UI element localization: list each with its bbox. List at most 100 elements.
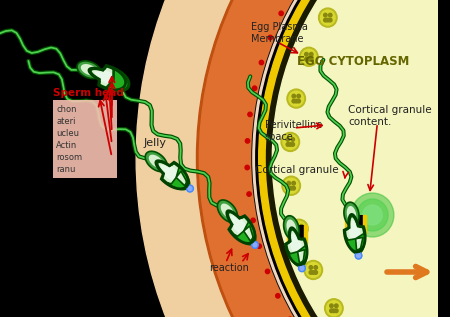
Circle shape <box>136 0 450 317</box>
Circle shape <box>187 185 194 192</box>
Polygon shape <box>77 61 101 79</box>
Circle shape <box>253 0 450 317</box>
Circle shape <box>292 181 295 185</box>
Circle shape <box>286 143 290 146</box>
Polygon shape <box>287 230 306 263</box>
Circle shape <box>304 261 323 280</box>
Circle shape <box>300 230 303 233</box>
Circle shape <box>279 11 283 16</box>
Text: Cortical granule
content.: Cortical granule content. <box>348 105 432 126</box>
Circle shape <box>282 176 301 195</box>
Polygon shape <box>356 233 364 253</box>
Circle shape <box>297 99 301 103</box>
Polygon shape <box>346 237 357 254</box>
Polygon shape <box>167 178 187 190</box>
Circle shape <box>253 243 257 247</box>
Polygon shape <box>346 206 356 223</box>
Circle shape <box>259 0 450 317</box>
Circle shape <box>314 271 317 274</box>
Circle shape <box>297 230 301 233</box>
Circle shape <box>334 309 338 313</box>
Circle shape <box>292 94 296 98</box>
Polygon shape <box>217 200 238 222</box>
Circle shape <box>324 299 343 317</box>
Circle shape <box>281 133 300 152</box>
Circle shape <box>259 60 264 65</box>
Circle shape <box>295 224 298 228</box>
FancyBboxPatch shape <box>54 100 117 178</box>
Circle shape <box>291 143 294 146</box>
Circle shape <box>363 205 382 225</box>
Circle shape <box>276 294 280 298</box>
Polygon shape <box>287 219 297 236</box>
Polygon shape <box>284 216 299 240</box>
Circle shape <box>283 134 297 149</box>
Bar <box>287 225 290 243</box>
Circle shape <box>266 0 450 317</box>
Circle shape <box>256 0 450 317</box>
Polygon shape <box>290 233 302 256</box>
Circle shape <box>302 49 316 64</box>
Polygon shape <box>344 202 359 227</box>
Circle shape <box>300 266 304 270</box>
Circle shape <box>311 271 315 274</box>
Circle shape <box>292 99 296 103</box>
Circle shape <box>272 0 450 317</box>
Circle shape <box>297 94 301 98</box>
Circle shape <box>199 0 450 317</box>
Circle shape <box>334 304 338 307</box>
Circle shape <box>332 309 336 313</box>
Polygon shape <box>231 216 248 235</box>
Circle shape <box>292 186 295 190</box>
Text: Perivitelline
space: Perivitelline space <box>265 120 322 142</box>
Circle shape <box>294 99 298 103</box>
Circle shape <box>324 13 327 17</box>
Circle shape <box>122 0 450 317</box>
Text: EGG CYTOPLASM: EGG CYTOPLASM <box>297 55 409 68</box>
Circle shape <box>259 0 450 317</box>
Circle shape <box>287 181 291 185</box>
Circle shape <box>330 304 333 307</box>
Circle shape <box>309 271 313 274</box>
Circle shape <box>305 53 308 56</box>
FancyBboxPatch shape <box>345 215 365 233</box>
Circle shape <box>245 165 249 170</box>
Circle shape <box>197 0 450 317</box>
Bar <box>363 215 366 233</box>
Text: Sperm head: Sperm head <box>54 88 124 98</box>
Circle shape <box>245 139 250 143</box>
Circle shape <box>300 224 303 228</box>
Circle shape <box>356 254 360 258</box>
Circle shape <box>307 57 310 61</box>
Polygon shape <box>345 216 364 250</box>
Circle shape <box>351 193 394 237</box>
Circle shape <box>266 0 450 317</box>
Circle shape <box>327 301 341 316</box>
Text: Egg Plasma
Membrane: Egg Plasma Membrane <box>251 22 308 44</box>
Polygon shape <box>145 151 167 171</box>
Circle shape <box>290 219 308 238</box>
Circle shape <box>251 218 255 223</box>
Circle shape <box>257 0 450 317</box>
Text: Actin: Actin <box>56 141 78 150</box>
Circle shape <box>309 266 313 269</box>
Circle shape <box>287 89 306 108</box>
Polygon shape <box>94 70 117 84</box>
Circle shape <box>319 8 337 27</box>
Circle shape <box>252 241 258 248</box>
Circle shape <box>295 230 298 233</box>
Polygon shape <box>106 69 128 90</box>
Circle shape <box>266 269 270 274</box>
Polygon shape <box>176 167 189 186</box>
Polygon shape <box>161 165 180 181</box>
Polygon shape <box>349 220 360 243</box>
Circle shape <box>188 186 192 191</box>
Circle shape <box>289 91 303 106</box>
Circle shape <box>310 53 313 56</box>
Circle shape <box>328 13 332 17</box>
Circle shape <box>247 192 251 196</box>
Circle shape <box>287 186 291 190</box>
Polygon shape <box>158 162 187 187</box>
Circle shape <box>355 252 362 259</box>
Bar <box>345 215 348 233</box>
